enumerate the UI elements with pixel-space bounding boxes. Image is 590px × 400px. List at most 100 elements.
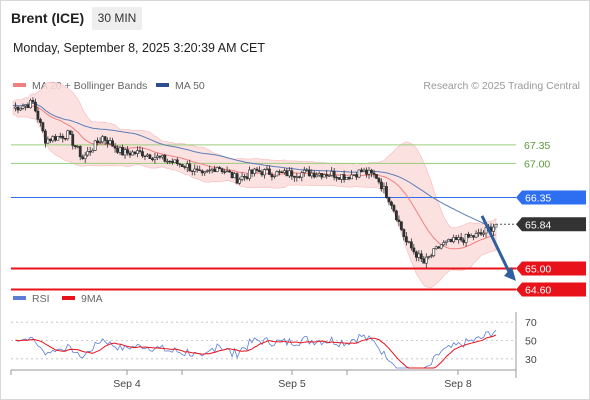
candle-body [143,155,147,157]
candle-body [190,170,194,172]
candle-body [96,140,100,144]
candle-body [213,168,217,173]
candle-body [31,100,35,103]
candle-body [302,169,306,173]
candle-body [215,167,219,173]
candle-body [83,154,87,160]
candle-body [230,171,234,179]
candle-body [243,176,246,178]
candle-body [469,235,473,238]
candle-body [414,251,418,258]
candle-body [103,136,107,141]
candle-body [141,151,144,157]
candle-body [34,101,37,112]
candle-body [156,155,159,158]
rsi-tick-30: 30 [525,354,537,366]
candle-body [412,247,416,253]
candle-body [208,169,212,172]
candle-body [16,106,20,111]
candle-body [280,171,284,174]
candle-body [198,169,202,172]
candle-body [73,145,77,148]
candle-body [51,136,55,142]
candle-body [158,155,162,158]
candle-body [290,170,294,177]
candle-body [270,174,274,178]
ma50-line [12,102,497,230]
candle-body [467,233,471,238]
candle-body [474,233,478,238]
candle-body [218,167,222,170]
candles-layer [14,97,516,281]
legend-rsi-label: RSI [32,293,50,305]
candle-body [437,246,441,249]
candle-body [63,138,67,140]
candle-body [48,138,52,142]
candle-body [118,146,122,153]
x-tick-sep-4: Sep 4 [113,378,141,390]
candle-body [273,175,276,178]
legend-rsi: RSI [13,293,50,305]
candle-body [175,159,179,165]
candle-body [494,224,498,228]
candle-body [404,236,408,243]
candle-body [183,166,187,168]
candle-body [287,170,291,177]
candle-body [88,151,92,153]
candle-body [419,253,423,260]
candle-body [399,221,403,230]
candle-body [442,242,446,246]
candle-body [472,235,475,238]
candle-body [21,105,25,109]
candle-body [240,176,244,180]
candle-body [350,174,353,180]
candle-body [372,172,376,175]
candle-body [38,119,42,123]
candle-body [133,151,137,154]
candle-body [444,240,448,243]
candle-body [93,140,97,151]
level-tag-67-35: 67.35 [524,140,550,152]
last-price-tag: 65.84 [525,219,551,231]
candle-body [138,150,142,152]
candle-body [484,227,488,234]
candle-body [454,237,458,241]
rsi-tick-50: 50 [525,336,537,348]
candle-body [282,170,286,173]
candle-body [310,172,314,177]
candle-body [365,169,368,175]
candle-body [449,239,453,243]
candle-body [260,171,264,176]
candle-body [46,138,50,144]
candle-body [255,168,259,171]
legend-9ma-label: 9MA [81,293,103,305]
candle-body [382,186,386,190]
candle-body [91,150,95,153]
rsi-tick-labels: 70 50 30 [525,317,537,366]
candle-body [263,169,266,176]
last-price-tag-bg [516,217,586,232]
candle-body [81,156,85,160]
rsi-ma-line [15,334,497,369]
candle-body [66,130,70,140]
candle-body [188,163,192,172]
candle-body [432,248,436,256]
candle-body [285,170,289,177]
candle-body [68,130,72,135]
candle-body [136,150,139,154]
candle-body [395,210,398,221]
candle-body [492,226,495,232]
candle-body [322,174,326,178]
candle-body [392,205,396,212]
candle-body [390,201,393,206]
timeframe-badge[interactable]: 30 MIN [92,7,142,30]
header: Brent (ICE) 30 MIN [0,0,590,36]
candle-body [258,170,261,173]
candle-body [14,106,17,109]
candle-body [248,169,251,179]
rsi-swatch [13,296,26,301]
candle-body [347,176,351,180]
candle-body [151,158,154,161]
levels-layer [11,144,516,291]
candle-body [342,174,346,180]
